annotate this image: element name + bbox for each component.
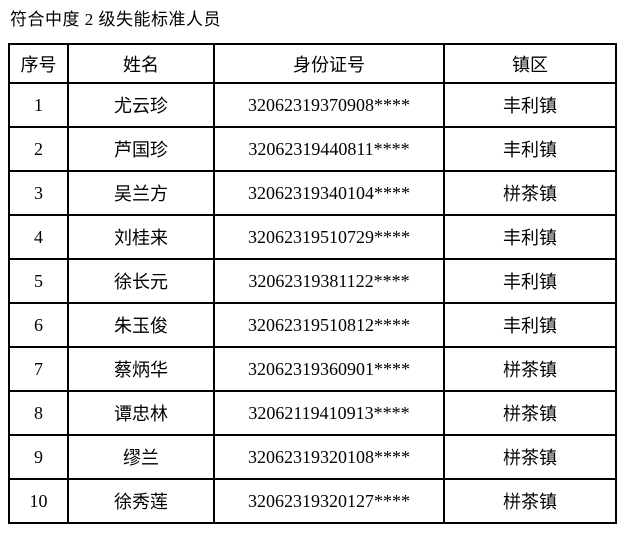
cell-name: 徐长元 [67,258,215,304]
table-row: 5 徐长元 32062319381122**** 丰利镇 [8,258,617,304]
cell-id-number: 32062319370908**** [213,82,445,128]
cell-town: 栟茶镇 [443,346,617,392]
header-town: 镇区 [443,43,617,84]
cell-name: 芦国珍 [67,126,215,172]
cell-town: 栟茶镇 [443,390,617,436]
cell-id-number: 32062119410913**** [213,390,445,436]
cell-name: 缪兰 [67,434,215,480]
cell-serial-number: 9 [8,434,69,480]
cell-town: 丰利镇 [443,214,617,260]
cell-name: 蔡炳华 [67,346,215,392]
cell-name: 徐秀莲 [67,478,215,524]
table-row: 1 尤云珍 32062319370908**** 丰利镇 [8,82,617,128]
cell-town: 丰利镇 [443,126,617,172]
cell-id-number: 32062319320108**** [213,434,445,480]
cell-town: 丰利镇 [443,258,617,304]
table-row: 6 朱玉俊 32062319510812**** 丰利镇 [8,302,617,348]
cell-name: 刘桂来 [67,214,215,260]
cell-serial-number: 4 [8,214,69,260]
header-id-number: 身份证号 [213,43,445,84]
cell-serial-number: 8 [8,390,69,436]
header-row: 序号 姓名 身份证号 镇区 [8,43,617,84]
cell-name: 朱玉俊 [67,302,215,348]
cell-serial-number: 7 [8,346,69,392]
header-serial-number: 序号 [8,43,69,84]
cell-town: 丰利镇 [443,302,617,348]
roster-body: 1 尤云珍 32062319370908**** 丰利镇 2 芦国珍 32062319440… [8,82,617,524]
disability-roster-table: 序号 姓名 身份证号 镇区 1 尤云珍 32062319370908**** 丰利镇 2… [8,43,617,524]
cell-serial-number: 2 [8,126,69,172]
table-row: 3 吴兰方 32062319340104**** 栟茶镇 [8,170,617,216]
cell-town: 栟茶镇 [443,478,617,524]
cell-town: 栟茶镇 [443,434,617,480]
cell-id-number: 32062319340104**** [213,170,445,216]
cell-serial-number: 5 [8,258,69,304]
cell-id-number: 32062319320127**** [213,478,445,524]
cell-name: 谭忠林 [67,390,215,436]
cell-id-number: 32062319510729**** [213,214,445,260]
cell-id-number: 32062319440811**** [213,126,445,172]
table-row: 10 徐秀莲 32062319320127**** 栟茶镇 [8,478,617,524]
cell-town: 栟茶镇 [443,170,617,216]
table-row: 9 缪兰 32062319320108**** 栟茶镇 [8,434,617,480]
cell-serial-number: 6 [8,302,69,348]
cell-serial-number: 3 [8,170,69,216]
page-title: 符合中度 2 级失能标准人员 [10,10,221,29]
header-name: 姓名 [67,43,215,84]
table-row: 4 刘桂来 32062319510729**** 丰利镇 [8,214,617,260]
cell-serial-number: 1 [8,82,69,128]
cell-id-number: 32062319360901**** [213,346,445,392]
cell-name: 吴兰方 [67,170,215,216]
table-row: 8 谭忠林 32062119410913**** 栟茶镇 [8,390,617,436]
table-row: 7 蔡炳华 32062319360901**** 栟茶镇 [8,346,617,392]
cell-name: 尤云珍 [67,82,215,128]
table-row: 2 芦国珍 32062319440811**** 丰利镇 [8,126,617,172]
cell-serial-number: 10 [8,478,69,524]
cell-id-number: 32062319510812**** [213,302,445,348]
cell-id-number: 32062319381122**** [213,258,445,304]
cell-town: 丰利镇 [443,82,617,128]
